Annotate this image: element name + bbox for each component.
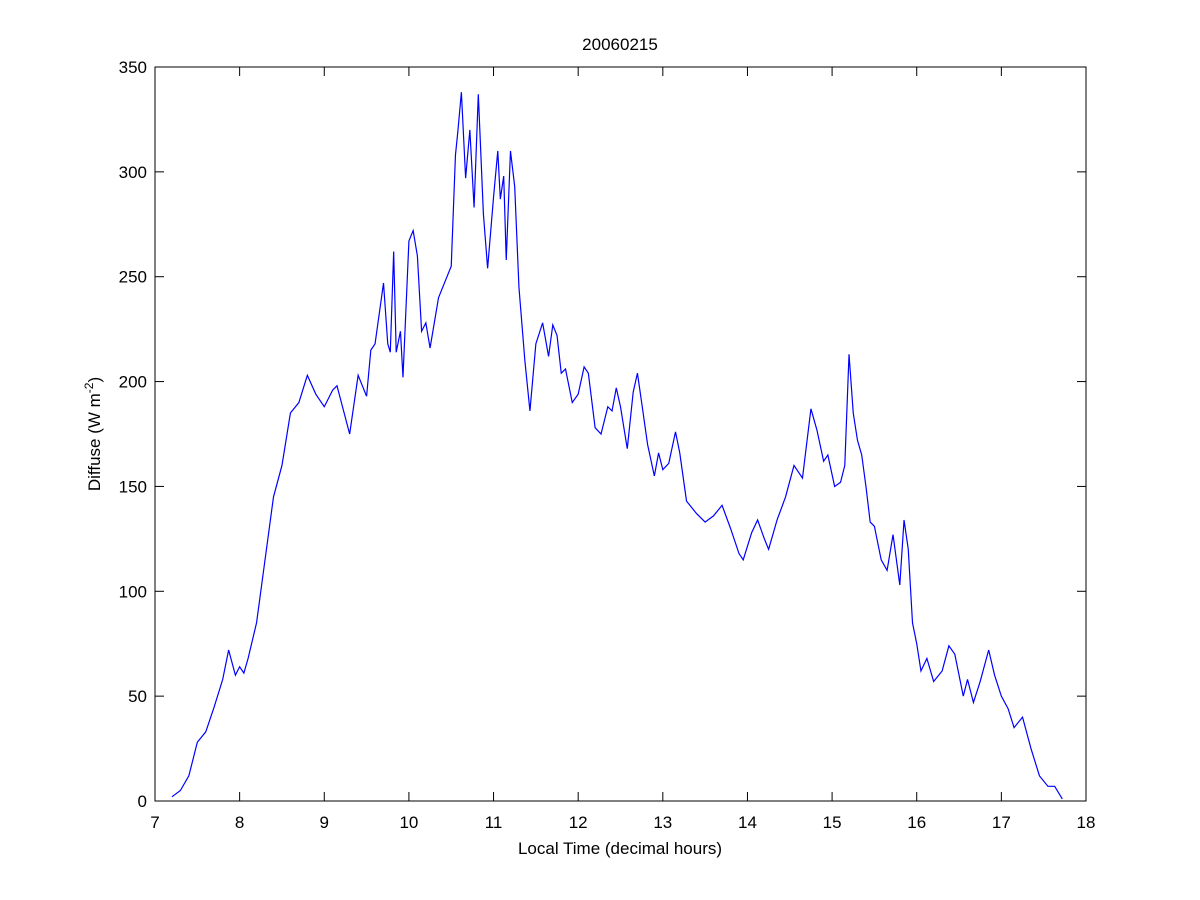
chart-title: 20060215 [582, 35, 658, 54]
x-tick-label: 16 [907, 813, 926, 832]
data-line [171, 92, 1063, 800]
x-tick-label: 8 [235, 813, 244, 832]
x-tick-label: 7 [150, 813, 159, 832]
y-tick-label: 100 [119, 582, 147, 601]
y-tick-label: 300 [119, 163, 147, 182]
y-tick-label: 350 [119, 58, 147, 77]
y-tick-label: 150 [119, 477, 147, 496]
x-tick-label: 15 [823, 813, 842, 832]
x-tick-label: 11 [485, 813, 503, 832]
plot-area [154, 66, 1087, 802]
x-tick-label: 10 [399, 813, 418, 832]
x-tick-label: 17 [992, 813, 1011, 832]
y-label-sup: -2 [82, 382, 96, 393]
y-tick-label: 200 [119, 373, 147, 392]
y-label-main: Diffuse (W m [85, 393, 104, 491]
y-tick-label: 50 [128, 687, 147, 706]
x-tick-label: 9 [320, 813, 329, 832]
x-tick-label: 13 [653, 813, 672, 832]
y-label-end: ) [85, 377, 104, 383]
x-tick-label: 12 [569, 813, 588, 832]
y-tick-label: 250 [119, 268, 147, 287]
y-tick-label: 0 [138, 792, 147, 811]
x-tick-label: 18 [1077, 813, 1096, 832]
y-axis-label: Diffuse (W m-2) [82, 377, 104, 491]
x-axis-label: Local Time (decimal hours) [518, 839, 722, 858]
x-tick-label: 14 [738, 813, 757, 832]
